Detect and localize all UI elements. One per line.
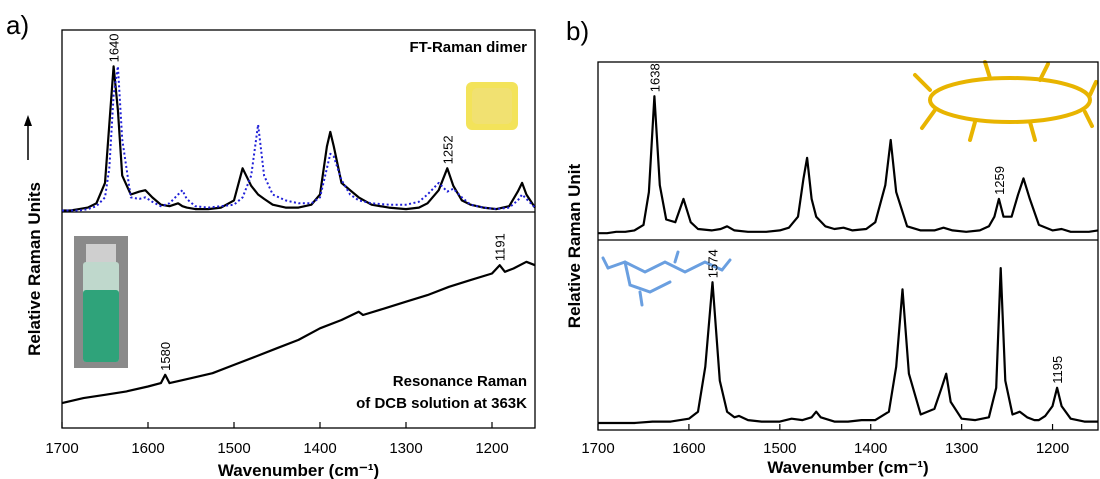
- x-tick-label: 1600: [131, 440, 164, 457]
- annotation: Resonance Raman: [393, 373, 527, 390]
- peak-label: 1574: [706, 249, 721, 278]
- spectrum-line: [61, 260, 536, 405]
- panel-label: b): [566, 16, 589, 46]
- peak-label: 1640: [107, 33, 122, 62]
- x-tick-label: 1200: [1036, 440, 1069, 457]
- x-tick-label: 1400: [854, 440, 887, 457]
- annotation: FT-Raman dimer: [409, 39, 527, 56]
- peak-label: 1259: [992, 166, 1007, 195]
- x-tick-label: 1300: [945, 440, 978, 457]
- x-tick-label: 1700: [45, 440, 78, 457]
- peak-label: 1195: [1050, 356, 1065, 384]
- plot-frame: [597, 61, 1099, 431]
- x-tick-label: 1500: [217, 440, 250, 457]
- x-tick-label: 1700: [581, 440, 614, 457]
- spectrum-line: [62, 65, 536, 212]
- x-tick-label: 1200: [475, 440, 508, 457]
- plot-frame: [61, 29, 536, 429]
- powder-image: [466, 82, 518, 130]
- peak-label: 1580: [158, 342, 173, 371]
- spectrum-line: [598, 95, 1099, 235]
- peak-label: 1252: [440, 135, 455, 164]
- peak-label: 1638: [647, 63, 662, 92]
- molecule-blue: [601, 250, 732, 307]
- y-arrow: [24, 115, 32, 160]
- x-tick-label: 1600: [672, 440, 705, 457]
- x-tick-label: 1400: [303, 440, 336, 457]
- panel-label: a): [6, 10, 29, 40]
- vial-image: [74, 236, 128, 368]
- y-axis-label: Relative Raman Unit: [565, 163, 584, 328]
- spectrum-line: [62, 65, 536, 212]
- x-tick-label: 1300: [389, 440, 422, 457]
- annotation: of DCB solution at 363K: [356, 395, 527, 412]
- y-axis-label: Relative Raman Units: [25, 182, 44, 356]
- x-axis-label: Wavenumber (cm⁻¹): [767, 458, 928, 477]
- molecule-gold: [913, 60, 1098, 142]
- x-axis-label: Wavenumber (cm⁻¹): [218, 461, 379, 479]
- x-tick-label: 1500: [763, 440, 796, 457]
- spectrum-line: [598, 267, 1098, 425]
- peak-label: 1191: [493, 233, 508, 261]
